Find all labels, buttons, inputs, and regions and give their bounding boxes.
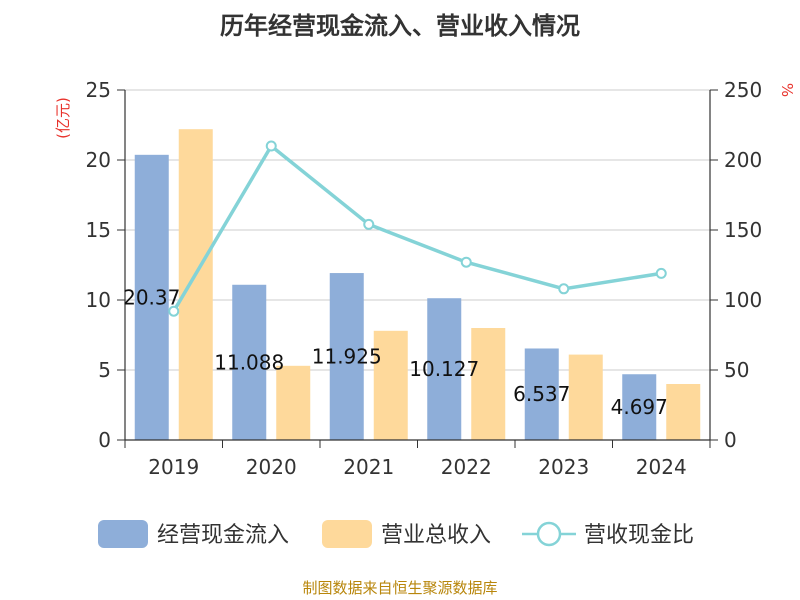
- bar: [329, 273, 364, 440]
- x-tick-label: 2024: [636, 455, 687, 479]
- data-label: 10.127: [409, 357, 479, 381]
- data-label: 6.537: [513, 382, 570, 406]
- bar: [134, 154, 169, 440]
- x-tick-label: 2021: [343, 455, 394, 479]
- x-tick-label: 2019: [148, 455, 199, 479]
- line-series-path: [172, 143, 662, 313]
- source-footer: 制图数据来自恒生聚源数据库: [302, 579, 498, 597]
- legend-label: 经营现金流入: [157, 523, 289, 548]
- bar: [427, 298, 462, 440]
- y-left-tick-label: 10: [86, 288, 111, 312]
- y-right-tick-label: 200: [724, 148, 762, 172]
- y-left-unit-label: (亿元): [54, 97, 72, 139]
- data-label: 11.088: [214, 350, 284, 374]
- x-tick-label: 2023: [538, 455, 589, 479]
- bar: [622, 374, 657, 440]
- data-label: 11.925: [312, 345, 382, 369]
- legend-swatch: [98, 520, 148, 548]
- data-labels-group: 20.37 11.088 11.925 10.127 6.537 4.697: [123, 285, 668, 419]
- y-right-tick-label: 100: [724, 288, 762, 312]
- bar: [373, 330, 408, 440]
- bar: [568, 354, 603, 440]
- legend: 经营现金流入 营业总收入 营收现金比: [98, 520, 694, 548]
- line-point: [460, 256, 472, 268]
- y-left-tick-label: 20: [86, 148, 111, 172]
- legend-marker: [536, 521, 562, 547]
- bars-group: [134, 129, 701, 440]
- bar: [666, 384, 701, 440]
- line-point: [655, 267, 667, 279]
- y-right-tick-label: 150: [724, 218, 762, 242]
- data-label: 20.37: [123, 285, 180, 309]
- line-point: [168, 305, 180, 317]
- line-point: [265, 140, 277, 152]
- line-series-group: [168, 140, 667, 317]
- y-right-unit-label: %: [778, 83, 796, 97]
- y-left-tick-label: 0: [98, 428, 111, 452]
- legend-swatch: [322, 520, 372, 548]
- x-tick-label: 2020: [246, 455, 297, 479]
- bar: [471, 328, 506, 440]
- y-left-tick-label: 25: [86, 78, 111, 102]
- y-right-tick-label: 250: [724, 78, 762, 102]
- line-point: [558, 283, 570, 295]
- line-point: [363, 218, 375, 230]
- x-tick-label: 2022: [441, 455, 492, 479]
- legend-label: 营收现金比: [584, 523, 694, 548]
- y-right-tick-label: 50: [724, 358, 749, 382]
- y-right-tick-label: 0: [724, 428, 737, 452]
- bar: [524, 348, 559, 440]
- bar: [178, 129, 213, 440]
- chart-title: 历年经营现金流入、营业收入情况: [220, 12, 580, 40]
- data-label: 4.697: [611, 395, 668, 419]
- y-left-tick-label: 15: [86, 218, 111, 242]
- legend-label: 营业总收入: [381, 523, 491, 548]
- bar: [276, 365, 311, 440]
- bar: [232, 284, 267, 440]
- y-left-tick-label: 5: [98, 358, 111, 382]
